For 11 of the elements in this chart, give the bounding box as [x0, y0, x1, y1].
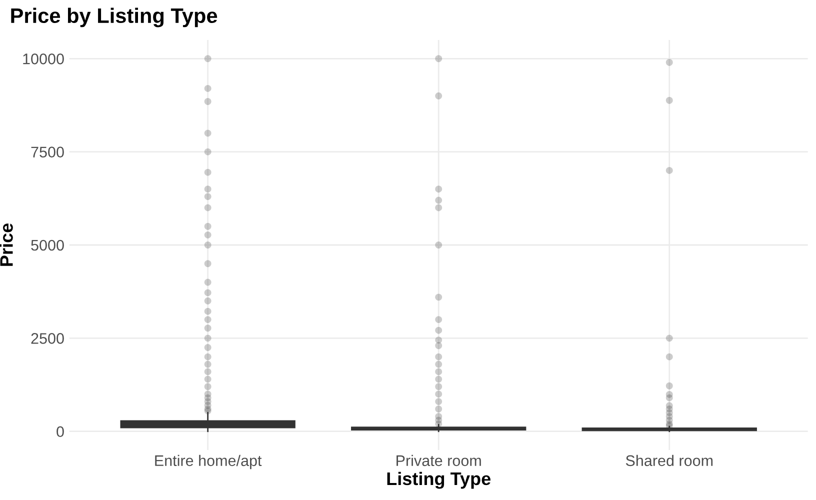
x-tick-label: Entire home/apt: [155, 454, 262, 470]
y-axis-title: Price: [0, 224, 13, 266]
y-tick-label: 2500: [31, 333, 64, 344]
chart-title: Price by Listing Type: [11, 8, 218, 28]
y-tick-label: 0: [56, 426, 64, 438]
y-tick-label: 7500: [31, 146, 64, 158]
y-tick-label: 10000: [23, 54, 64, 64]
y-tick-label: 5000: [31, 240, 64, 251]
x-tick-label: Private room: [396, 454, 481, 466]
x-axis-title: Listing Type: [387, 472, 490, 489]
x-tick-label: Shared room: [626, 454, 713, 466]
